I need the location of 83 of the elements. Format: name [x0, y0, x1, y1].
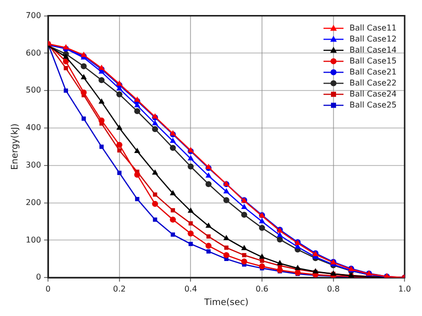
point	[134, 108, 140, 114]
point	[116, 91, 122, 98]
x-tick-label: 0	[46, 284, 51, 294]
point	[206, 242, 212, 249]
point	[259, 224, 266, 231]
point	[135, 196, 140, 202]
x-tick-label: 0.6	[256, 284, 268, 294]
point	[80, 52, 87, 57]
x-tick-label: 0.8	[326, 284, 340, 294]
point	[98, 98, 105, 104]
point	[258, 218, 266, 224]
y-tick-label: 600	[26, 48, 42, 58]
point	[116, 85, 122, 90]
y-tick-label: 100	[26, 235, 42, 244]
legend-label: Ball Case14	[350, 45, 397, 54]
point	[152, 218, 158, 222]
point	[259, 263, 266, 270]
point	[98, 64, 105, 70]
legend-label: Ball Case12	[350, 34, 397, 44]
point	[188, 164, 194, 170]
point	[188, 155, 194, 160]
point	[223, 197, 230, 204]
y-tick-label: 200	[26, 198, 42, 207]
point	[64, 66, 68, 70]
point	[99, 144, 104, 149]
point	[152, 169, 158, 175]
point	[152, 126, 158, 132]
x-tick-label: 0.4	[184, 284, 198, 294]
point	[152, 120, 158, 126]
y-tick-label: 300	[26, 160, 42, 170]
point	[223, 234, 230, 240]
point	[170, 138, 176, 143]
point	[206, 181, 212, 188]
x-axis-title: Time(sec)	[203, 298, 248, 308]
point	[80, 63, 87, 70]
point	[170, 216, 176, 223]
point	[223, 188, 230, 194]
point	[134, 148, 140, 153]
point	[170, 190, 176, 196]
point	[276, 260, 283, 266]
point	[170, 232, 175, 237]
point	[188, 242, 193, 246]
point	[98, 118, 105, 124]
point	[242, 253, 246, 258]
point	[170, 208, 175, 212]
point	[224, 246, 228, 250]
x-tick-label: 0.2	[113, 284, 126, 294]
point	[241, 258, 248, 265]
point	[205, 172, 212, 178]
point	[134, 102, 140, 108]
point	[82, 116, 86, 121]
legend-label: Ball Case25	[350, 100, 397, 110]
y-tick-label: 400	[26, 123, 42, 132]
y-tick-label: 0	[36, 272, 42, 282]
y-tick-label: 700	[26, 10, 42, 20]
point	[116, 142, 122, 148]
point	[258, 254, 266, 259]
legend-label: Ball Case21	[350, 67, 397, 76]
point	[294, 264, 301, 270]
legend-label: Ball Case22	[350, 78, 397, 88]
point	[62, 53, 69, 59]
point	[241, 212, 248, 218]
point	[223, 252, 230, 258]
point	[188, 221, 193, 226]
point	[98, 77, 105, 84]
x-tick-label: 1.0	[398, 284, 412, 294]
point	[170, 144, 176, 151]
point	[241, 204, 248, 210]
point	[80, 74, 87, 80]
point	[62, 58, 69, 64]
legend-label: Ball Case11	[350, 23, 397, 32]
point	[116, 124, 122, 130]
point	[134, 96, 140, 102]
point	[188, 208, 194, 213]
legend-label: Ball Case15	[350, 56, 397, 66]
legend-label: Ball Case24	[350, 89, 397, 98]
point	[134, 172, 140, 178]
y-tick-label: 500	[26, 86, 42, 95]
y-axis-title: Energy(kJ)	[10, 123, 21, 170]
point	[80, 89, 87, 96]
point	[152, 200, 158, 207]
point	[188, 230, 194, 236]
point	[241, 244, 248, 250]
